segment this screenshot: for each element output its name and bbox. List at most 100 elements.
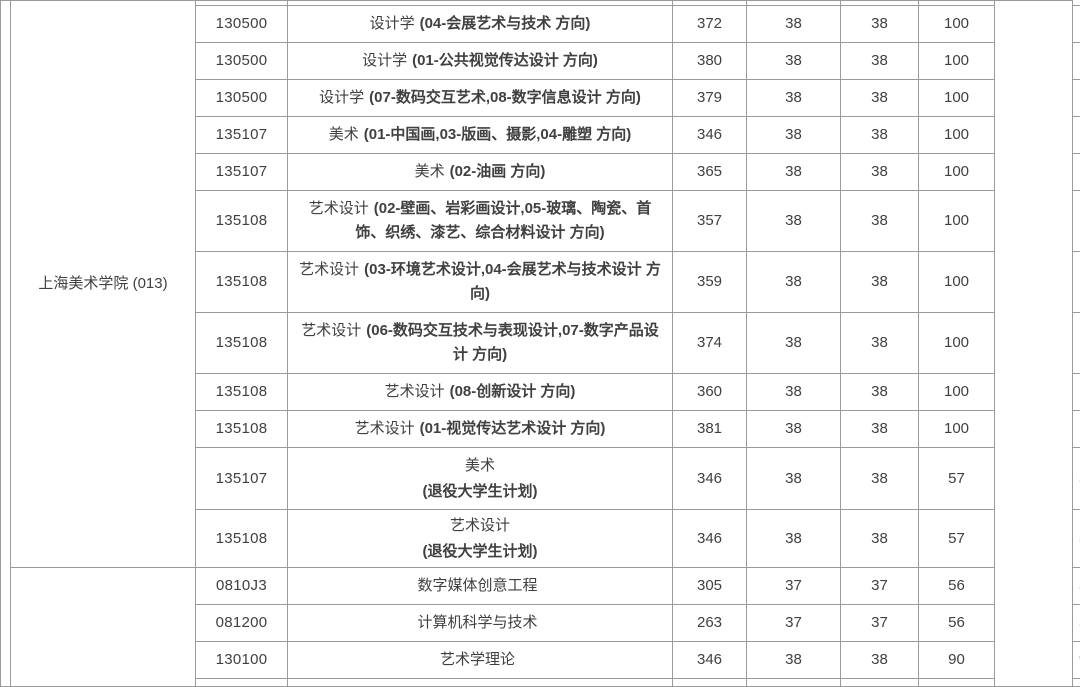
major-name: 艺术设计: [385, 383, 445, 400]
score-cell: 100: [919, 117, 995, 154]
score-cell: 38: [747, 448, 841, 510]
score-cell: 346: [673, 642, 747, 679]
score-cell: 56: [919, 605, 995, 642]
major-code-cell: 135108: [196, 252, 288, 313]
score-cell: 38: [747, 117, 841, 154]
table-row: 0810J3 数字媒体创意工程 305 37 37 56 56: [1, 568, 1080, 605]
score-cell: 38: [841, 117, 919, 154]
major-code-cell: 081200: [196, 605, 288, 642]
major-name: 设计学: [319, 89, 364, 106]
score-cell: 38: [747, 374, 841, 411]
major-direction: (01-视觉传达艺术设计 方向): [420, 420, 606, 437]
major-direction: (01-公共视觉传达设计 方向): [412, 52, 598, 69]
score-cell: 346: [673, 117, 747, 154]
score-cell: 100: [919, 43, 995, 80]
major-name: 设计学: [362, 52, 407, 69]
score-cell: 379: [673, 80, 747, 117]
score-cell: 100: [1073, 6, 1080, 43]
score-cell: 57: [1073, 510, 1080, 568]
score-cell: 100: [1073, 154, 1080, 191]
score-cell: 100: [919, 80, 995, 117]
major-name: 艺术设计: [294, 513, 666, 539]
major-code-cell: 135107: [196, 117, 288, 154]
major-name: 数字媒体创意工程: [417, 577, 537, 594]
score-cell: 38: [747, 252, 841, 313]
score-cell: 100: [1073, 191, 1080, 252]
major-direction: (04-会展艺术与技术 方向): [420, 15, 591, 32]
score-cell: 100: [919, 313, 995, 374]
major-name: 美术: [294, 453, 666, 479]
major-code-cell: 135108: [196, 374, 288, 411]
score-cell: 38: [841, 191, 919, 252]
clipped-left-column-cell: [1, 1, 11, 687]
score-cell: 38: [747, 43, 841, 80]
score-cell: 100: [919, 411, 995, 448]
score-cell: 38: [841, 411, 919, 448]
score-cell: 57: [919, 510, 995, 568]
major-code-cell: 130500: [196, 43, 288, 80]
score-cell: 38: [841, 642, 919, 679]
score-cell: 100: [1073, 374, 1080, 411]
major-name-cell: 艺术设计 (08-创新设计 方向): [288, 374, 673, 411]
score-cell: 38: [841, 374, 919, 411]
major-direction: (退役大学生计划): [294, 479, 666, 505]
major-code-cell: 130500: [196, 80, 288, 117]
score-cell: 100: [1073, 43, 1080, 80]
score-cell: 38: [841, 448, 919, 510]
major-name-cell: 美术(02-油画 方向): [288, 154, 673, 191]
major-direction: (02-油画 方向): [450, 163, 546, 180]
score-cell: 359: [673, 252, 747, 313]
score-cell: 38: [841, 313, 919, 374]
major-name-cell: 艺术学理论: [288, 642, 673, 679]
score-cell: 38: [747, 154, 841, 191]
score-cell: 38: [747, 6, 841, 43]
major-name: 艺术设计: [301, 322, 361, 339]
major-code-cell: 0810J3: [196, 568, 288, 605]
major-name-cell: 艺术设计(06-数码交互技术与表现设计,07-数字产品设计 方向): [288, 313, 673, 374]
score-cell: 37: [841, 568, 919, 605]
college-cell: 上海美术学院 (013): [11, 1, 196, 568]
score-cell: 100: [1073, 252, 1080, 313]
score-cell: 100: [919, 252, 995, 313]
major-name: 艺术设计: [299, 261, 359, 278]
major-name: 艺术学理论: [440, 651, 515, 668]
major-name-cell: 数字媒体创意工程: [288, 568, 673, 605]
score-cell: 100: [1073, 313, 1080, 374]
major-name: 艺术设计: [355, 420, 415, 437]
major-name: 计算机科学与技术: [417, 614, 537, 631]
major-direction: (02-壁画、岩彩画设计,05-玻璃、陶瓷、首饰、织绣、漆艺、综合材料设计 方向…: [355, 200, 651, 241]
major-code-cell: 135107: [196, 448, 288, 510]
score-cell: 38: [747, 313, 841, 374]
major-name-cell: 艺术设计 (01-视觉传达艺术设计 方向): [288, 411, 673, 448]
college-cell: [11, 568, 196, 687]
major-name: 美术: [329, 126, 359, 143]
major-direction: (07-数码交互艺术,08-数字信息设计 方向): [369, 89, 641, 106]
score-cell: 38: [747, 191, 841, 252]
score-cell: 38: [841, 43, 919, 80]
score-cell: 380: [673, 43, 747, 80]
score-cell: 346: [673, 510, 747, 568]
major-code-cell: 130100: [196, 642, 288, 679]
score-cell: 37: [747, 568, 841, 605]
score-cell: 38: [841, 510, 919, 568]
score-cell: 90: [1073, 642, 1080, 679]
score-cell: 38: [841, 154, 919, 191]
score-cell: 57: [919, 448, 995, 510]
score-cell: 90: [919, 642, 995, 679]
score-cell: 100: [919, 191, 995, 252]
major-name: 艺术设计: [309, 200, 369, 217]
major-name-cell: 计算机科学与技术: [288, 605, 673, 642]
major-code-cell: 130500: [196, 6, 288, 43]
score-cell: 360: [673, 374, 747, 411]
score-cell: 38: [747, 80, 841, 117]
major-name-cell: 设计学(04-会展艺术与技术 方向): [288, 6, 673, 43]
major-direction: (08-创新设计 方向): [450, 383, 576, 400]
score-cell: 38: [841, 80, 919, 117]
major-code-cell: 135108: [196, 411, 288, 448]
score-cell: 38: [747, 510, 841, 568]
score-cell: 346: [673, 448, 747, 510]
score-cell: 38: [747, 642, 841, 679]
major-direction: (01-中国画,03-版画、摄影,04-雕塑 方向): [364, 126, 632, 143]
score-cell: 57: [1073, 448, 1080, 510]
